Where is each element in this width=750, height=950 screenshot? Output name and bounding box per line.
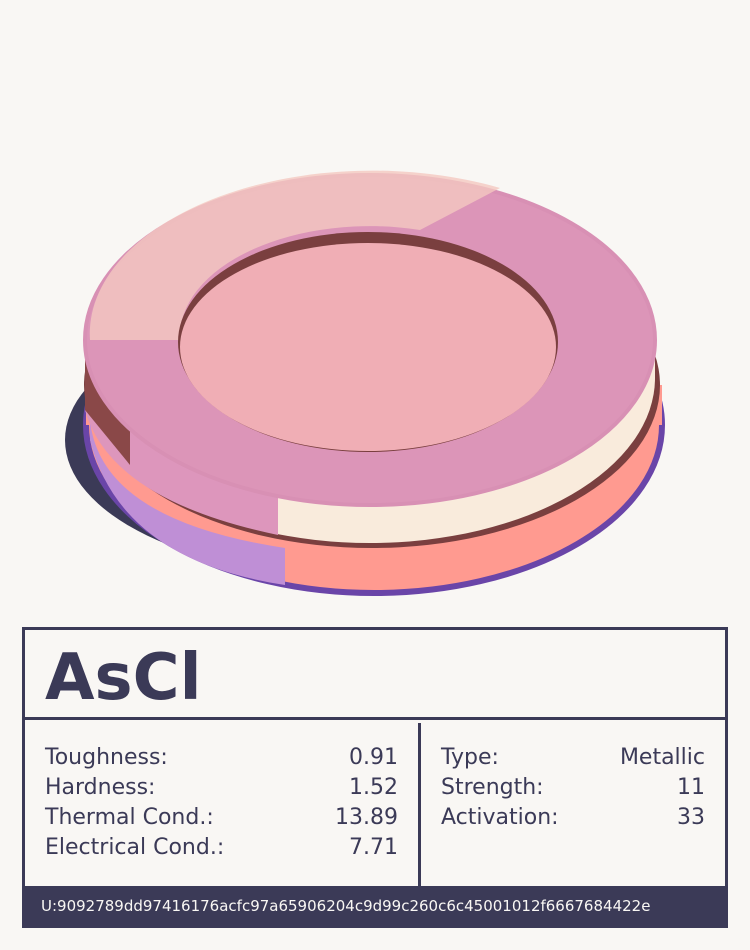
card-title: AsCl: [25, 630, 725, 720]
base-side-left: [90, 420, 285, 585]
material-illustration: [65, 170, 665, 596]
stat-value: 0.91: [349, 745, 398, 770]
disc-highlight: [89, 170, 500, 340]
stat-label: Strength:: [441, 775, 544, 800]
stat-row: Type: Metallic: [441, 743, 705, 773]
stat-row: Toughness: 0.91: [45, 743, 398, 773]
left-stats: Toughness: 0.91 Hardness: 1.52 Thermal Cond.…: [25, 723, 421, 886]
card: AsCl Toughness: 0.91 Hardness: 1.52 Thermal …: [22, 627, 728, 928]
stat-label: Thermal Cond.:: [45, 805, 214, 830]
stat-row: Strength: 11: [441, 773, 705, 803]
stat-row: Thermal Cond.: 13.89: [45, 803, 398, 833]
stat-value: 13.89: [335, 805, 398, 830]
stat-value: 7.71: [349, 835, 398, 860]
stat-label: Activation:: [441, 805, 559, 830]
stat-label: Electrical Cond.:: [45, 835, 225, 860]
stat-value: 33: [677, 805, 705, 830]
stat-row: Activation: 33: [441, 803, 705, 833]
stat-value: 1.52: [349, 775, 398, 800]
disc-side-left: [85, 345, 278, 535]
stat-value: 11: [677, 775, 705, 800]
stat-label: Toughness:: [45, 745, 168, 770]
stat-label: Type:: [441, 745, 499, 770]
card-id: U:9092789dd97416176acfc97a65906204c9d99c…: [25, 886, 725, 925]
stat-row: Electrical Cond.: 7.71: [45, 833, 398, 863]
inner-face: [180, 243, 556, 451]
stat-value: Metallic: [619, 745, 705, 770]
right-stats: Type: Metallic Strength: 11 Activation: 33: [421, 723, 725, 886]
stat-label: Hardness:: [45, 775, 156, 800]
stat-row: Hardness: 1.52: [45, 773, 398, 803]
